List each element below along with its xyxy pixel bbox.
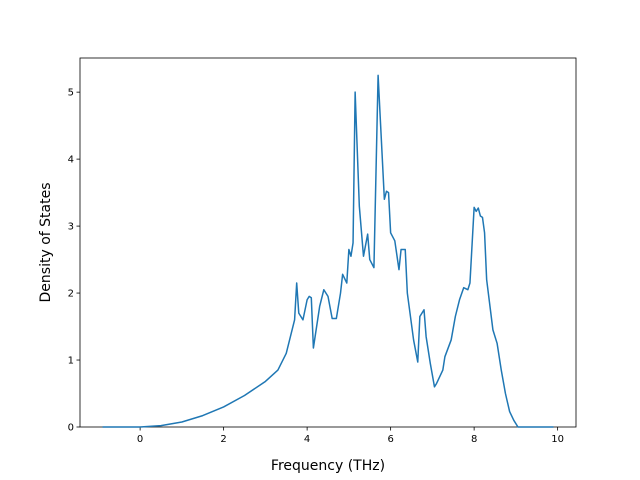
x-tick-label: 8 bbox=[471, 434, 477, 445]
x-tick-label: 2 bbox=[220, 434, 226, 445]
x-tick-label: 4 bbox=[304, 434, 310, 445]
plot-frame bbox=[79, 57, 577, 428]
y-tick-label: 5 bbox=[68, 88, 74, 99]
y-tick-label: 2 bbox=[68, 289, 74, 300]
x-tick-label: 6 bbox=[387, 434, 393, 445]
x-tick-label: 10 bbox=[551, 434, 564, 445]
x-axis-label: Frequency (THz) bbox=[271, 458, 385, 474]
y-axis-label: Density of States bbox=[38, 183, 54, 303]
y-tick-label: 4 bbox=[68, 155, 74, 166]
y-tick-label: 0 bbox=[68, 423, 74, 434]
y-tick-label: 3 bbox=[68, 222, 74, 233]
y-tick-label: 1 bbox=[68, 356, 74, 367]
x-tick-label: 0 bbox=[137, 434, 143, 445]
data-line bbox=[102, 74, 554, 428]
